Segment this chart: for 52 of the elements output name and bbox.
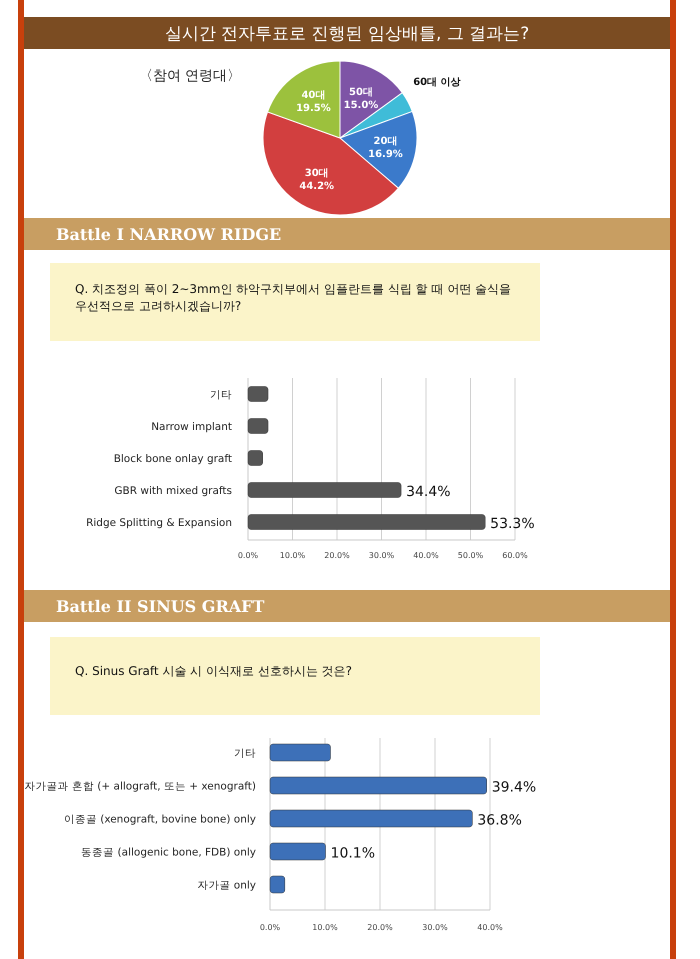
chart-subtitle: Q. Sinus Graft 시술 시 이식재로 선호하시는 것은? xyxy=(75,663,354,680)
x-tick-label: 10.0% xyxy=(312,923,338,932)
bar xyxy=(248,450,263,466)
data-label: 39.4% xyxy=(492,780,536,796)
y-tick-label: Ridge Splitting & Expansion xyxy=(86,517,232,529)
x-tick-label: 20.0% xyxy=(367,923,394,932)
slice-label: 50대 xyxy=(349,86,373,98)
data-label: 36.8% xyxy=(477,812,522,828)
slice-label: 40대 xyxy=(301,90,326,102)
bar xyxy=(270,842,326,860)
slice-label: 60대 이상 xyxy=(413,76,461,88)
y-tick-label: 기타 xyxy=(234,748,256,760)
data-label: 34.4% xyxy=(406,484,451,500)
data-label: 16.9% xyxy=(368,149,403,160)
y-tick-label: 자가골 only xyxy=(197,880,256,892)
slice-label: 30대 xyxy=(304,168,329,179)
bar xyxy=(270,744,331,762)
data-label: 19.5% xyxy=(296,103,331,114)
data-label: 10.1% xyxy=(330,846,376,862)
x-tick-label: 30.0% xyxy=(422,923,448,932)
bar xyxy=(248,514,486,530)
x-tick-label: 50.0% xyxy=(458,551,484,560)
y-tick-label: 자가골과 혼합 (+ allograft, 또는 + xenograft) xyxy=(24,780,256,792)
y-tick-label: 기타 xyxy=(210,389,232,401)
bar xyxy=(248,386,268,402)
data-label: 15.0% xyxy=(344,100,378,111)
y-tick-label: 이종골 (xenograft, bovine bone) only xyxy=(64,814,256,826)
x-tick-label: 20.0% xyxy=(324,551,350,560)
x-tick-label: 0.0% xyxy=(260,923,281,932)
bar xyxy=(248,418,268,434)
bar xyxy=(248,482,402,498)
chart-title: 실시간 전자투표로 진행된 임상배틀, 그 결과는? xyxy=(164,24,530,44)
bar xyxy=(270,776,487,794)
text: 〈참여 연령대〉 xyxy=(138,68,242,84)
slice-label: 20대 xyxy=(374,136,398,148)
bar xyxy=(270,810,473,828)
chart-title: Battle I NARROW RIDGE xyxy=(56,225,282,244)
x-tick-label: 60.0% xyxy=(502,551,528,560)
y-tick-label: 동종골 (allogenic bone, FDB) only xyxy=(81,846,256,858)
x-tick-label: 30.0% xyxy=(368,551,395,560)
y-tick-label: Narrow implant xyxy=(151,421,232,433)
bar xyxy=(270,876,286,894)
y-tick-label: Block bone onlay graft xyxy=(114,453,232,465)
x-tick-label: 40.0% xyxy=(477,923,504,932)
x-tick-label: 40.0% xyxy=(413,551,440,560)
chart-title: Battle II SINUS GRAFT xyxy=(56,597,265,616)
data-label: 44.2% xyxy=(299,180,334,192)
x-tick-label: 10.0% xyxy=(280,551,306,560)
data-label: 53.3% xyxy=(490,516,535,532)
chart-subtitle: Q. 치조정의 폭이 2~3mm인 하악구치부에서 임플란트를 식립 할 때 어떤 술식을 우선적으로 고려하시겠습니까? xyxy=(75,281,512,315)
x-tick-label: 0.0% xyxy=(238,551,259,560)
y-tick-label: GBR with mixed grafts xyxy=(114,485,232,497)
